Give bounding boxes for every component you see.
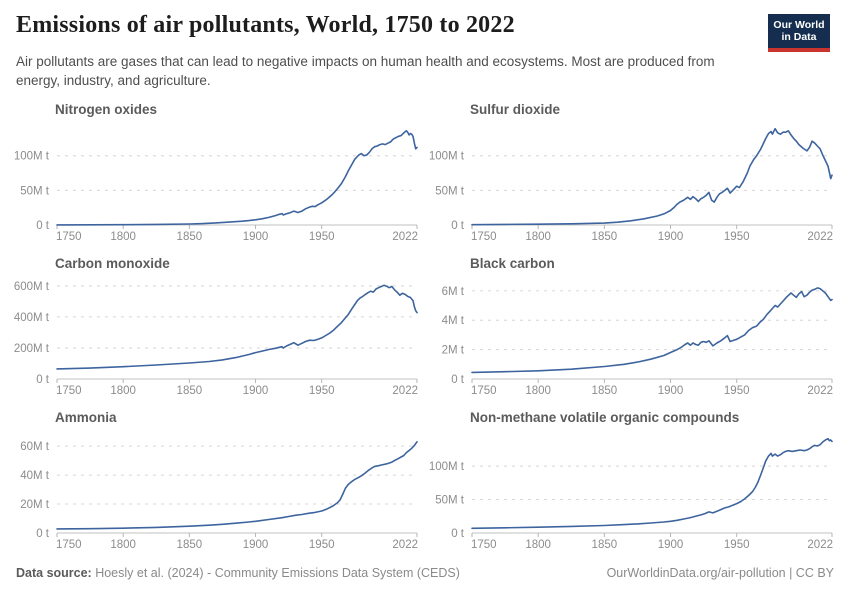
svg-text:1950: 1950 [724, 385, 750, 397]
svg-text:1850: 1850 [592, 539, 618, 551]
svg-text:1800: 1800 [110, 231, 136, 243]
svg-text:1800: 1800 [525, 231, 551, 243]
data-source-text: Hoesly et al. (2024) - Community Emissio… [91, 566, 460, 580]
svg-text:50M t: 50M t [435, 185, 465, 197]
svg-text:1900: 1900 [658, 231, 684, 243]
svg-text:1950: 1950 [309, 385, 335, 397]
chart-cell-carbon-monoxide: Carbon monoxide 0 t 200M t 400M t 600M t 175… [0, 249, 425, 403]
svg-text:100M t: 100M t [14, 151, 50, 163]
svg-text:1900: 1900 [658, 539, 684, 551]
svg-text:1750: 1750 [471, 385, 497, 397]
chart-title: Black carbon [470, 256, 555, 271]
chart-cell-nitrogen-oxides: Nitrogen oxides 0 t 50M t 100M t 1750 1800 18… [0, 95, 425, 249]
svg-text:1850: 1850 [177, 539, 203, 551]
svg-text:50M t: 50M t [435, 495, 465, 507]
svg-text:1900: 1900 [243, 385, 269, 397]
svg-text:0 t: 0 t [36, 528, 50, 540]
svg-text:1900: 1900 [243, 231, 269, 243]
svg-text:1850: 1850 [592, 385, 618, 397]
svg-text:1800: 1800 [110, 539, 136, 551]
credit-link[interactable]: OurWorldinData.org/air-pollution | CC BY [606, 566, 834, 580]
svg-text:0 t: 0 t [451, 528, 465, 540]
svg-text:0 t: 0 t [36, 220, 50, 232]
chart-canvas: 0 t 50M t 100M t 1750 1800 1850 1900 1950 2022 [429, 127, 833, 243]
svg-text:200M t: 200M t [14, 343, 50, 355]
svg-text:600M t: 600M t [14, 281, 50, 293]
page-subtitle: Air pollutants are gases that can lead t… [16, 54, 715, 88]
svg-text:6M t: 6M t [442, 286, 465, 298]
chart-canvas: 0 t 50M t 100M t 1750 1800 1850 1900 1950 2022 [429, 437, 833, 551]
chart-title: Ammonia [55, 410, 117, 425]
svg-text:1950: 1950 [309, 539, 335, 551]
chart-title: Sulfur dioxide [470, 102, 561, 117]
svg-text:1750: 1750 [56, 231, 82, 243]
svg-text:1850: 1850 [177, 231, 203, 243]
svg-text:2022: 2022 [807, 539, 833, 551]
svg-text:1900: 1900 [243, 539, 269, 551]
svg-text:1750: 1750 [471, 539, 497, 551]
owid-logo-line1: Our World [773, 19, 825, 31]
svg-text:1850: 1850 [177, 385, 203, 397]
svg-text:2022: 2022 [807, 231, 833, 243]
chart-title: Carbon monoxide [55, 256, 170, 271]
svg-text:1800: 1800 [525, 539, 551, 551]
svg-text:0 t: 0 t [451, 374, 465, 386]
svg-text:1900: 1900 [658, 385, 684, 397]
svg-text:4M t: 4M t [442, 315, 465, 327]
svg-text:0 t: 0 t [36, 374, 50, 386]
svg-text:1950: 1950 [724, 539, 750, 551]
chart-title: Non-methane volatile organic compounds [470, 410, 740, 425]
svg-text:2022: 2022 [807, 385, 833, 397]
svg-text:2022: 2022 [392, 385, 418, 397]
svg-text:2M t: 2M t [442, 345, 465, 357]
chart-canvas: 0 t 20M t 40M t 60M t 1750 1800 1850 1900 1950 20… [20, 441, 418, 551]
svg-text:1750: 1750 [471, 231, 497, 243]
svg-text:1800: 1800 [110, 385, 136, 397]
svg-text:400M t: 400M t [14, 312, 50, 324]
owid-logo: Our World in Data [768, 14, 830, 52]
chart-cell-nmvoc: Non-methane volatile organic compounds 0… [425, 403, 850, 557]
chart-cell-sulfur-dioxide: Sulfur dioxide 0 t 50M t 100M t 1750 1800 185… [425, 95, 850, 249]
svg-text:2022: 2022 [392, 539, 418, 551]
page-title: Emissions of air pollutants, World, 1750… [16, 12, 515, 38]
chart-canvas: 0 t 2M t 4M t 6M t 1750 1800 1850 1900 1950 2022 [442, 286, 833, 397]
svg-text:0 t: 0 t [451, 220, 465, 232]
svg-text:1750: 1750 [56, 385, 82, 397]
chart-cell-black-carbon: Black carbon 0 t 2M t 4M t 6M t 1750 1800 1850… [425, 249, 850, 403]
svg-text:2022: 2022 [392, 231, 418, 243]
chart-title: Nitrogen oxides [55, 102, 158, 117]
svg-text:1950: 1950 [309, 231, 335, 243]
svg-text:1850: 1850 [592, 231, 618, 243]
data-source: Data source: Hoesly et al. (2024) - Comm… [16, 566, 460, 580]
svg-text:60M t: 60M t [20, 441, 50, 453]
chart-canvas: 0 t 200M t 400M t 600M t 1750 1800 1850 1900 195… [14, 281, 418, 397]
svg-text:1950: 1950 [724, 231, 750, 243]
svg-text:40M t: 40M t [20, 470, 50, 482]
owid-logo-line2: in Data [781, 31, 817, 43]
svg-text:100M t: 100M t [429, 151, 465, 163]
data-source-label: Data source: [16, 566, 92, 580]
chart-cell-ammonia: Ammonia 0 t 20M t 40M t 60M t 1750 1800 1850 19… [0, 403, 425, 557]
svg-text:1750: 1750 [56, 539, 82, 551]
svg-text:20M t: 20M t [20, 499, 50, 511]
svg-text:1800: 1800 [525, 385, 551, 397]
chart-grid: Nitrogen oxides 0 t 50M t 100M t 1750 1800 18… [0, 95, 850, 557]
svg-text:50M t: 50M t [20, 185, 50, 197]
chart-canvas: 0 t 50M t 100M t 1750 1800 1850 1900 1950 2022 [14, 130, 418, 243]
svg-text:100M t: 100M t [429, 461, 465, 473]
